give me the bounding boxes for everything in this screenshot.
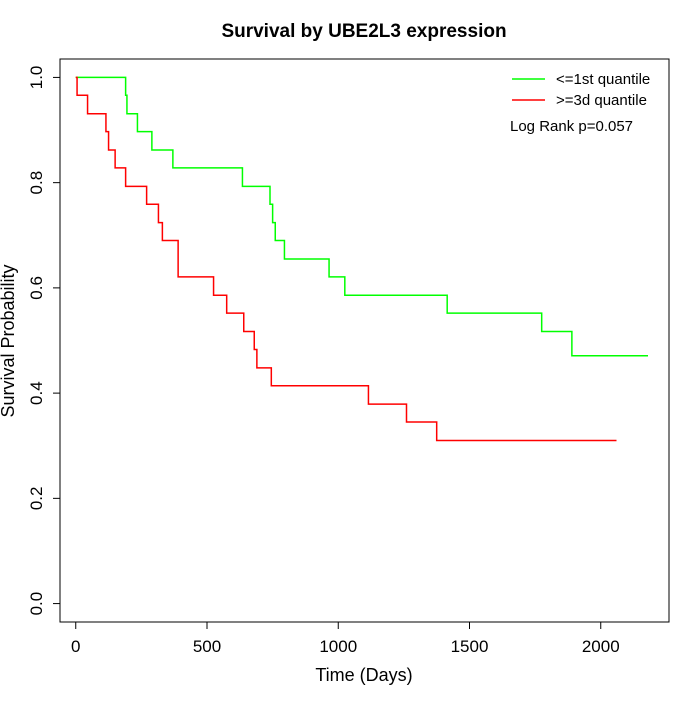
y-axis: 0.0 0.2 0.4 0.6 0.8 1.0	[27, 66, 61, 616]
y-tick-label: 0.0	[27, 592, 46, 616]
chart-title: Survival by UBE2L3 expression	[221, 21, 506, 42]
y-tick-label: 1.0	[27, 66, 46, 90]
survival-curve-low	[75, 76, 648, 357]
y-tick-label: 0.6	[27, 276, 46, 300]
series-layer	[75, 76, 648, 442]
log-rank-annotation: Log Rank p=0.057	[510, 118, 633, 135]
y-tick-label: 0.4	[27, 381, 46, 405]
survival-curve-high	[75, 76, 617, 442]
x-tick-label: 1500	[451, 637, 489, 656]
x-axis: 0 500 1000 1500 2000	[71, 621, 620, 656]
x-tick-label: 0	[71, 637, 80, 656]
y-axis-label: Survival Probability	[0, 264, 18, 417]
x-tick-label: 2000	[582, 637, 620, 656]
y-tick-label: 0.2	[27, 487, 46, 511]
x-tick-label: 500	[193, 637, 221, 656]
x-tick-label: 1000	[319, 637, 357, 656]
legend-label-high: >=3d quantile	[556, 92, 647, 109]
x-axis-label: Time (Days)	[315, 665, 412, 685]
legend-label-low: <=1st quantile	[556, 71, 650, 88]
legend: <=1st quantile >=3d quantile Log Rank p=…	[510, 71, 650, 135]
y-tick-label: 0.8	[27, 171, 46, 195]
